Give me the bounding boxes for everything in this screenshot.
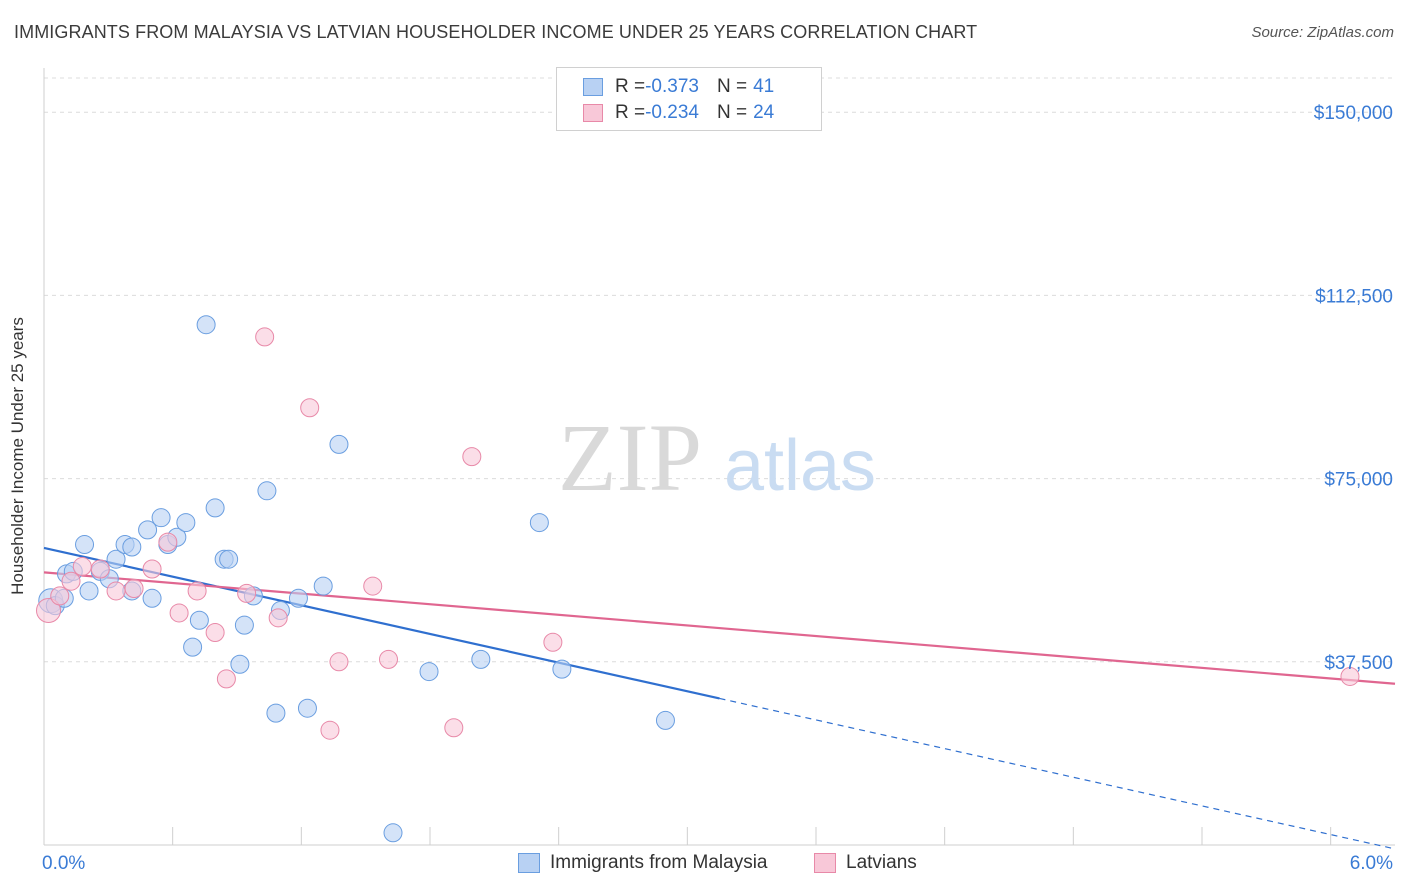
legend-label-latvians: Latvians	[846, 852, 917, 873]
data-point	[268, 608, 288, 628]
r-value: -0.234	[645, 102, 699, 123]
data-points	[36, 315, 1360, 843]
y-tick-label: $37,500	[1324, 653, 1393, 674]
x-tick-label: 0.0%	[42, 853, 85, 874]
data-point	[444, 718, 464, 738]
y-tick-label: $75,000	[1324, 470, 1393, 491]
r-label: R =	[615, 102, 646, 123]
data-point	[79, 581, 99, 601]
n-value: 24	[753, 102, 775, 123]
data-point	[50, 586, 70, 606]
trend-line	[43, 571, 1396, 685]
data-point	[320, 720, 340, 740]
gridlines	[44, 77, 1395, 663]
data-point	[230, 654, 250, 674]
data-point	[419, 662, 439, 682]
data-point	[158, 532, 178, 552]
watermark-atlas: atlas	[724, 426, 876, 506]
data-point	[363, 576, 383, 596]
data-point	[176, 513, 196, 533]
r-label: R =	[615, 76, 646, 97]
data-point	[266, 703, 286, 723]
trend-line-extension	[719, 697, 1396, 850]
data-point	[187, 581, 207, 601]
data-point	[383, 823, 403, 843]
data-point	[237, 583, 257, 603]
n-value: 41	[753, 76, 775, 97]
legend-swatch-malaysia	[583, 78, 603, 96]
stats-legend: R = -0.373 N = 41 R = -0.234 N = 24	[556, 67, 822, 131]
watermark-zip: ZIP	[558, 404, 702, 511]
data-point	[138, 520, 158, 540]
data-point	[72, 557, 92, 577]
data-point	[543, 632, 563, 652]
data-point	[106, 549, 126, 569]
legend-swatch-malaysia	[518, 853, 540, 873]
data-point	[300, 398, 320, 418]
data-point	[196, 315, 216, 335]
data-point	[529, 513, 549, 533]
data-point	[36, 598, 62, 624]
source-label: Source: ZipAtlas.com	[1251, 24, 1394, 41]
data-point	[205, 622, 225, 642]
data-point	[169, 603, 189, 623]
data-point	[219, 549, 239, 569]
data-point	[122, 537, 142, 557]
data-point	[90, 559, 110, 579]
data-point	[75, 535, 95, 555]
data-point	[216, 669, 236, 689]
axes	[43, 68, 1395, 846]
x-tick-label: 6.0%	[1350, 853, 1393, 874]
legend-swatch-latvians	[583, 104, 603, 122]
stats-legend-row-malaysia: R = -0.373 N = 41	[583, 75, 774, 99]
data-point	[234, 615, 254, 635]
chart-title: IMMIGRANTS FROM MALAYSIA VS LATVIAN HOUS…	[14, 22, 978, 42]
watermark: ZIP atlas	[558, 404, 876, 511]
r-value: -0.373	[645, 76, 699, 97]
data-point	[205, 498, 225, 518]
data-point	[297, 698, 317, 718]
data-point	[329, 434, 349, 454]
n-label: N =	[716, 102, 748, 123]
data-point	[106, 581, 126, 601]
data-point	[329, 652, 349, 672]
data-point	[257, 481, 277, 501]
n-label: N =	[716, 76, 748, 97]
data-point	[255, 327, 275, 347]
data-point	[189, 610, 209, 630]
data-point	[462, 447, 482, 467]
y-tick-label: $150,000	[1314, 103, 1393, 124]
data-point	[552, 659, 572, 679]
data-point	[142, 588, 162, 608]
data-point	[379, 649, 399, 669]
data-point	[1340, 666, 1360, 686]
data-point	[142, 559, 162, 579]
data-point	[183, 637, 203, 657]
legend-swatch-latvians	[814, 853, 836, 873]
data-point	[61, 571, 81, 591]
y-tick-label: $112,500	[1315, 286, 1393, 307]
legend-item-latvians[interactable]: Latvians	[814, 852, 917, 874]
data-point	[124, 579, 144, 599]
tick-labels: $37,500 $75,000 $112,500 $150,000 0.0% 6.0%	[42, 103, 1393, 874]
stats-legend-row-latvians: R = -0.234 N = 24	[583, 101, 774, 125]
legend-label-malaysia: Immigrants from Malaysia	[550, 852, 768, 873]
data-point	[288, 588, 308, 608]
data-point	[151, 508, 171, 528]
data-point	[471, 649, 491, 669]
data-point	[655, 710, 675, 730]
legend-item-malaysia[interactable]: Immigrants from Malaysia	[518, 852, 768, 874]
series-legend: Immigrants from Malaysia Latvians	[0, 852, 1406, 876]
data-point	[313, 576, 333, 596]
